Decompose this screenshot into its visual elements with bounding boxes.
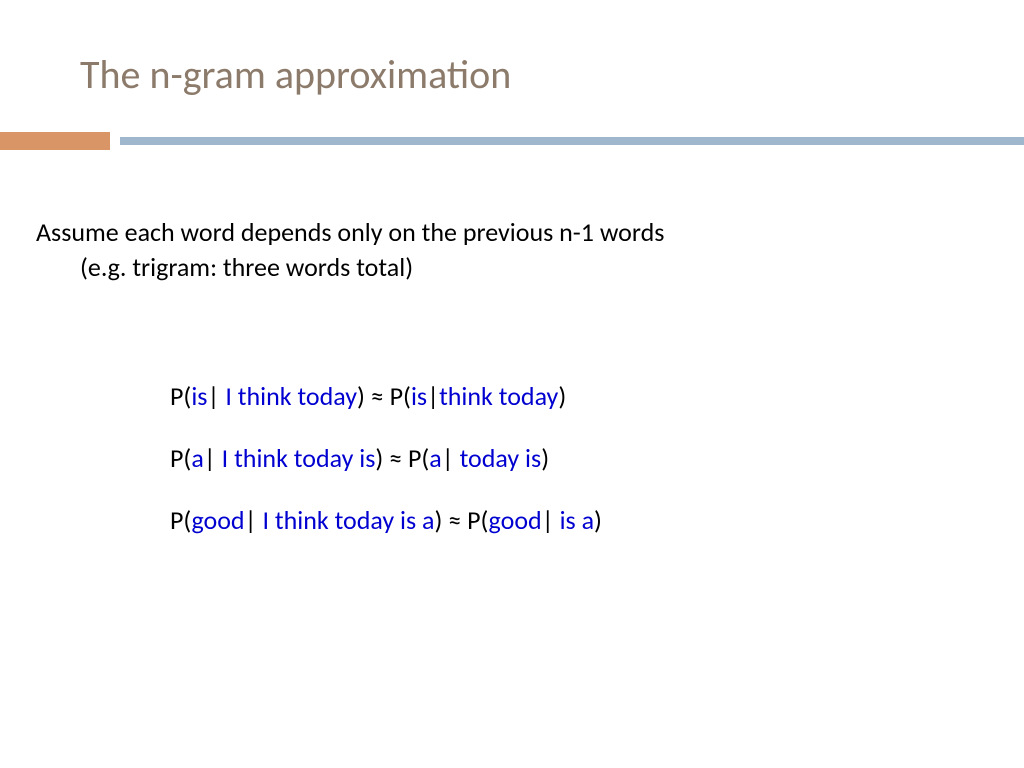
equation-1: P(is| I think today) ≈ P(is|think today) xyxy=(170,380,602,414)
body-line-1: Assume each word depends only on the pre… xyxy=(36,215,976,250)
eq-text: | xyxy=(207,380,225,412)
eq-term: think today xyxy=(439,380,558,412)
equations: P(is| I think today) ≈ P(is|think today)… xyxy=(170,380,602,565)
eq-term: is xyxy=(191,380,207,412)
body-text: Assume each word depends only on the pre… xyxy=(36,215,976,285)
eq-term: good xyxy=(489,504,542,536)
eq-term: good xyxy=(191,504,244,536)
slide-title: The n-gram approximation xyxy=(80,50,511,99)
body-line-2: (e.g. trigram: three words total) xyxy=(36,250,976,285)
eq-text: P( xyxy=(170,380,191,412)
eq-term: I think today xyxy=(225,380,357,412)
eq-text: ) ≈ P( xyxy=(375,442,429,474)
eq-term: today is xyxy=(460,442,542,474)
equation-3: P(good| I think today is a) ≈ P(good| is… xyxy=(170,504,602,538)
rule-line xyxy=(120,137,1024,145)
eq-text: ) ≈ P( xyxy=(435,504,489,536)
eq-text: | xyxy=(542,504,560,536)
eq-term: I think today is a xyxy=(262,504,434,536)
accent-bar xyxy=(0,132,110,150)
eq-text: | xyxy=(427,380,439,412)
divider-rule xyxy=(0,132,1024,150)
eq-text: ) ≈ P( xyxy=(357,380,411,412)
eq-term: is a xyxy=(560,504,594,536)
eq-text: | xyxy=(245,504,263,536)
eq-term: a xyxy=(191,442,203,474)
eq-text: ) xyxy=(541,442,549,474)
equation-2: P(a| I think today is) ≈ P(a| today is) xyxy=(170,442,602,476)
eq-text: P( xyxy=(170,504,191,536)
slide: The n-gram approximation Assume each wor… xyxy=(0,0,1024,768)
eq-text: ) xyxy=(558,380,566,412)
eq-text: ) xyxy=(594,504,602,536)
eq-term: a xyxy=(429,442,441,474)
eq-text: P( xyxy=(170,442,191,474)
eq-term: is xyxy=(411,380,427,412)
eq-term: I think today is xyxy=(222,442,376,474)
eq-text: | xyxy=(204,442,222,474)
eq-text: | xyxy=(442,442,460,474)
